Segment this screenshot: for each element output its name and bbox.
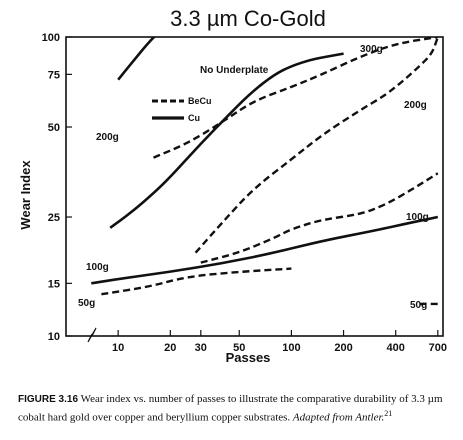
y-axis-title: Wear Index: [18, 160, 33, 230]
series-line-becu-100g: [200, 172, 439, 264]
x-tick-label: 20: [164, 342, 176, 354]
series-label-cu-100g: 100g: [86, 262, 109, 273]
x-tick-label: 700: [429, 342, 447, 354]
y-tick-label: 50: [48, 122, 60, 134]
y-tick-label: 100: [42, 32, 60, 44]
no-underplate-annotation: No Underplate: [200, 65, 269, 76]
series-line-becu-50g: [101, 267, 292, 296]
caption-adapted: Adapted from Antler.: [292, 411, 385, 424]
x-axis-title: Passes: [226, 350, 271, 365]
caption-figure-number: FIGURE 3.16: [18, 394, 79, 405]
series-line-cu-100g: [109, 52, 344, 229]
caption-reference: 21: [384, 409, 393, 418]
series-label-becu-200g: 200g: [404, 100, 427, 111]
x-axis: 10 20 30 50 100 200 400 700: [112, 330, 447, 354]
series-label-becu-50g: 50g: [410, 300, 427, 311]
y-tick-label: 75: [48, 69, 60, 81]
x-tick-label: 200: [334, 342, 352, 354]
axis-break-mark: [87, 327, 97, 343]
series-label-cu-200g: 200g: [96, 132, 119, 143]
x-tick-label: 30: [195, 342, 207, 354]
x-tick-label: 100: [282, 342, 300, 354]
legend: BeCu Cu: [152, 96, 212, 123]
legend-cu-label: Cu: [188, 113, 200, 123]
chart-title: 3.3 µm Co-Gold: [170, 6, 326, 31]
series-label-becu-100g: 100g: [406, 212, 429, 223]
series-layer: [91, 37, 439, 306]
x-tick-label: 50: [233, 342, 245, 354]
y-axis: 10 15 25 50 75 100: [42, 32, 72, 343]
series-line-cu-200g: [117, 37, 157, 81]
plot-frame: [65, 36, 444, 337]
series-line-becu-300g: [153, 37, 438, 159]
y-tick-label: 25: [48, 212, 60, 224]
legend-becu-label: BeCu: [188, 96, 212, 106]
series-line-cu-50g: [91, 215, 439, 285]
caption-text: Wear index vs. number of passes to illus…: [18, 393, 443, 424]
series-label-becu-300g: 300g: [360, 44, 383, 55]
y-tick-label: 10: [48, 331, 60, 343]
y-tick-label: 15: [48, 278, 60, 290]
series-line-becu-200g: [194, 37, 439, 254]
figure-caption: FIGURE 3.16 Wear index vs. number of pas…: [18, 392, 448, 425]
x-tick-label: 400: [387, 342, 405, 354]
x-tick-label: 10: [112, 342, 124, 354]
series-label-cu-50g: 50g: [78, 298, 95, 309]
